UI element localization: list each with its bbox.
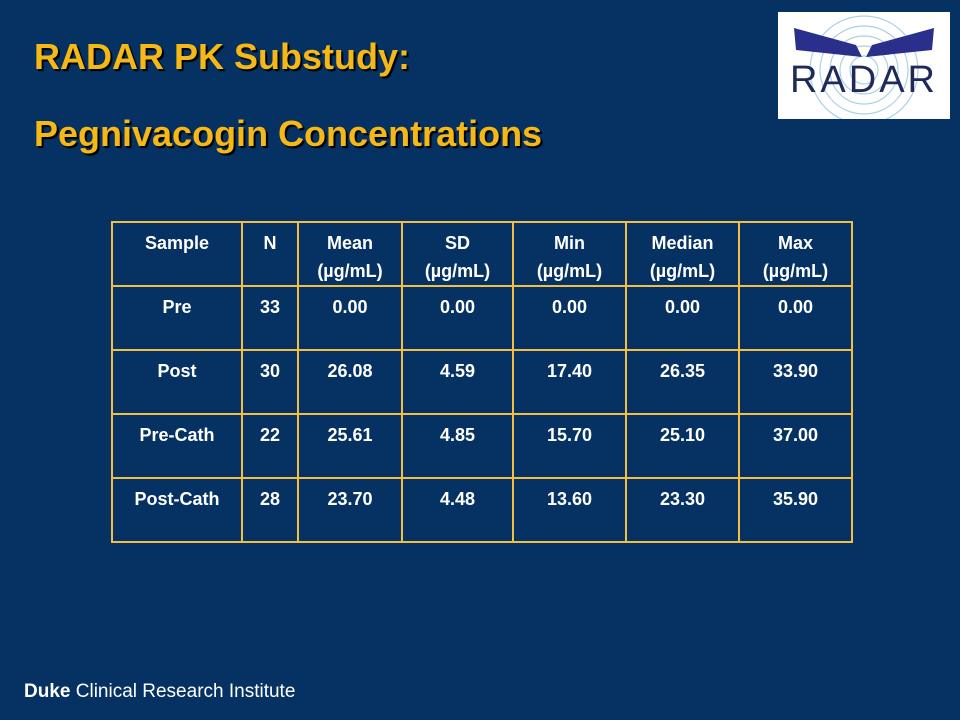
- cell-max: 37.00: [738, 413, 853, 479]
- cell-max: 0.00: [738, 285, 853, 351]
- cell-mean: 25.61: [297, 413, 403, 479]
- radar-logo-icon: RADAR: [790, 15, 938, 119]
- header-n: N: [241, 221, 299, 287]
- cell-mean: 23.70: [297, 477, 403, 543]
- pk-concentration-table: Sample N Mean (µg/mL) SD (µg/mL) Min (µg/mL…: [111, 221, 853, 543]
- cell-n: 30: [241, 349, 299, 415]
- cell-mean: 26.08: [297, 349, 403, 415]
- cell-median: 0.00: [625, 285, 740, 351]
- table-row: Pre 33 0.00 0.00 0.00 0.00 0.00: [111, 285, 853, 351]
- cell-min: 13.60: [512, 477, 627, 543]
- header-min: Min (µg/mL): [512, 221, 627, 287]
- cell-n: 33: [241, 285, 299, 351]
- footer-rest: Clinical Research Institute: [70, 681, 296, 702]
- radar-logo-text: RADAR: [790, 59, 938, 101]
- cell-n: 22: [241, 413, 299, 479]
- footer-institution: Duke Clinical Research Institute: [24, 681, 295, 703]
- cell-max: 33.90: [738, 349, 853, 415]
- table-header-row: Sample N Mean (µg/mL) SD (µg/mL) Min (µg/mL…: [111, 221, 853, 287]
- cell-sample: Post-Cath: [111, 477, 243, 543]
- cell-min: 15.70: [512, 413, 627, 479]
- cell-median: 26.35: [625, 349, 740, 415]
- footer-duke: Duke: [24, 681, 71, 702]
- radar-logo: RADAR: [778, 12, 950, 119]
- cell-n: 28: [241, 477, 299, 543]
- table-row: Pre-Cath 22 25.61 4.85 15.70 25.10 37.00: [111, 413, 853, 479]
- cell-sd: 0.00: [401, 285, 514, 351]
- header-sd: SD (µg/mL): [401, 221, 514, 287]
- cell-sample: Pre: [111, 285, 243, 351]
- header-max: Max (µg/mL): [738, 221, 853, 287]
- cell-sd: 4.59: [401, 349, 514, 415]
- header-sample: Sample: [111, 221, 243, 287]
- table-row: Post 30 26.08 4.59 17.40 26.35 33.90: [111, 349, 853, 415]
- cell-mean: 0.00: [297, 285, 403, 351]
- header-median: Median (µg/mL): [625, 221, 740, 287]
- cell-sample: Pre-Cath: [111, 413, 243, 479]
- slide-title-line-1: RADAR PK Substudy:: [34, 36, 410, 77]
- cell-min: 0.00: [512, 285, 627, 351]
- table-row: Post-Cath 28 23.70 4.48 13.60 23.30 35.9…: [111, 477, 853, 543]
- cell-median: 23.30: [625, 477, 740, 543]
- cell-sd: 4.85: [401, 413, 514, 479]
- cell-max: 35.90: [738, 477, 853, 543]
- cell-median: 25.10: [625, 413, 740, 479]
- header-mean: Mean (µg/mL): [297, 221, 403, 287]
- cell-sd: 4.48: [401, 477, 514, 543]
- cell-sample: Post: [111, 349, 243, 415]
- slide-title-line-2: Pegnivacogin Concentrations: [34, 113, 543, 154]
- cell-min: 17.40: [512, 349, 627, 415]
